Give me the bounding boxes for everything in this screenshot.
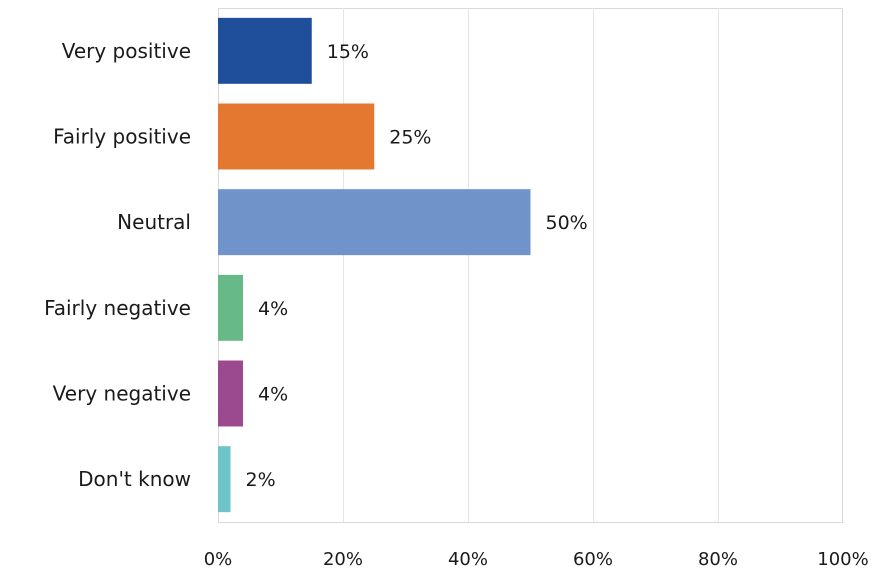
x-tick-label: 40% [448, 549, 488, 570]
value-label: 15% [327, 41, 369, 63]
x-tick-label: 0% [204, 549, 233, 570]
category-label: Very positive [62, 39, 191, 63]
category-label: Fairly negative [44, 296, 191, 320]
value-label: 4% [258, 384, 288, 406]
category-label: Fairly positive [53, 125, 191, 149]
value-label: 2% [246, 469, 276, 491]
bar [218, 274, 243, 341]
bar [218, 446, 231, 513]
x-tick-label: 100% [817, 549, 868, 570]
bar [218, 103, 375, 170]
x-axis-tick-labels: 0% 20% 40% 60% 80% 100% [204, 549, 869, 570]
x-tick-label: 60% [573, 549, 613, 570]
category-labels: Very positive Fairly positive Neutral Fairl… [44, 39, 191, 491]
value-label: 25% [389, 127, 431, 149]
value-labels: 15% 25% 50% 4% 4% 2% [246, 41, 588, 491]
category-label: Don't know [78, 467, 191, 491]
value-label: 4% [258, 298, 288, 320]
category-label: Very negative [53, 382, 191, 406]
bar [218, 17, 312, 84]
plot-area-frame [218, 8, 843, 523]
gridlines [343, 8, 719, 522]
x-tick-label: 80% [698, 549, 738, 570]
bar [218, 360, 243, 427]
category-label: Neutral [117, 210, 191, 234]
value-label: 50% [546, 212, 588, 234]
bar [218, 189, 531, 256]
x-tick-label: 20% [323, 549, 363, 570]
bars [218, 17, 531, 513]
